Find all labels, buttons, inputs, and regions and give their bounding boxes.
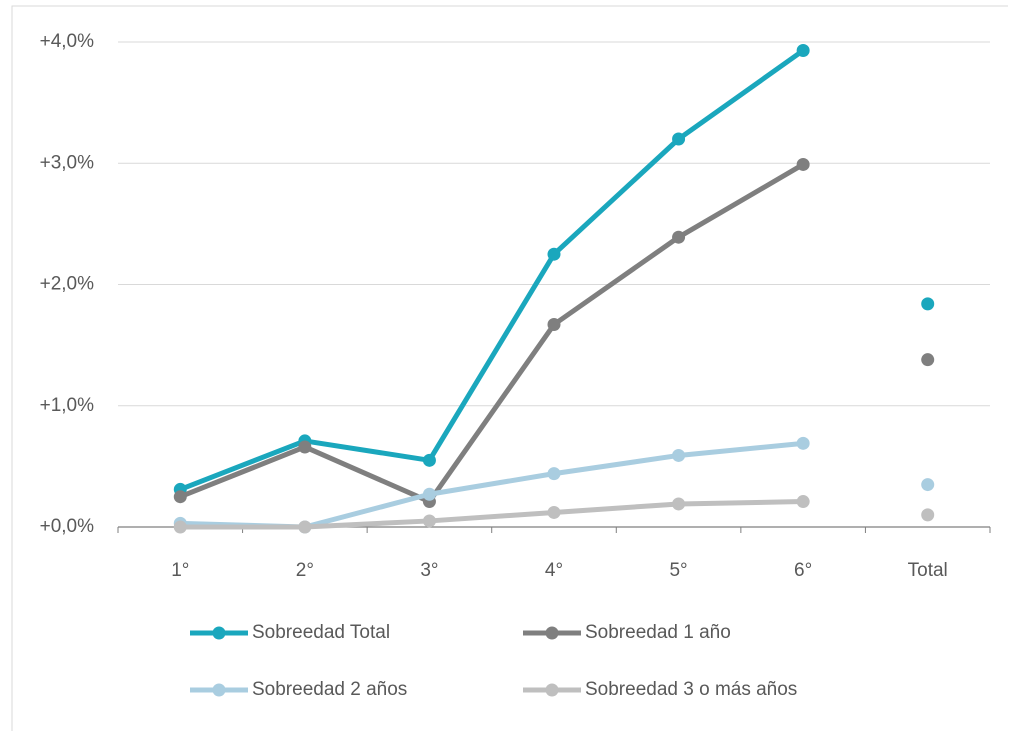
data-point: [672, 230, 686, 244]
data-point: [672, 132, 686, 146]
data-point: [173, 520, 187, 534]
data-point: [672, 448, 686, 462]
legend-marker: [212, 626, 226, 640]
legend-marker: [545, 626, 559, 640]
legend-marker: [212, 683, 226, 697]
x-tick-label: 5°: [669, 560, 687, 581]
series-line: [179, 48, 805, 492]
data-point: [422, 514, 436, 528]
x-tick-label: Total: [908, 560, 948, 581]
x-tick-label: 4°: [545, 560, 563, 581]
chart-border: [11, 5, 1008, 731]
y-tick-label: +3,0%: [40, 152, 95, 173]
data-point: [547, 505, 561, 519]
data-point: [298, 440, 312, 454]
series-line: [179, 162, 805, 505]
x-tick-label: 2°: [296, 560, 314, 581]
data-point: [921, 297, 935, 311]
data-point: [796, 43, 810, 57]
data-point: [796, 157, 810, 171]
y-tick-label: +0,0%: [40, 516, 95, 537]
data-point: [547, 467, 561, 481]
data-point: [547, 247, 561, 261]
data-point: [921, 508, 935, 522]
data-point: [422, 487, 436, 501]
legend-label: Sobreedad 2 años: [252, 679, 407, 700]
y-tick-label: +1,0%: [40, 395, 95, 416]
data-point: [173, 490, 187, 504]
y-tick-label: +4,0%: [40, 31, 95, 52]
data-point: [921, 478, 935, 492]
x-tick-label: 1°: [171, 560, 189, 581]
x-tick-label: 6°: [794, 560, 812, 581]
legend-label: Sobreedad 3 o más años: [585, 679, 797, 700]
y-tick-label: +2,0%: [40, 274, 95, 295]
data-point: [796, 436, 810, 450]
data-point: [672, 497, 686, 511]
data-point: [422, 453, 436, 467]
data-point: [298, 520, 312, 534]
x-tick-label: 3°: [420, 560, 438, 581]
legend-label: Sobreedad 1 año: [585, 622, 731, 643]
data-point: [921, 353, 935, 367]
legend-label: Sobreedad Total: [252, 622, 390, 643]
legend-marker: [545, 683, 559, 697]
data-point: [547, 318, 561, 332]
series-line: [180, 499, 804, 530]
data-point: [796, 495, 810, 509]
